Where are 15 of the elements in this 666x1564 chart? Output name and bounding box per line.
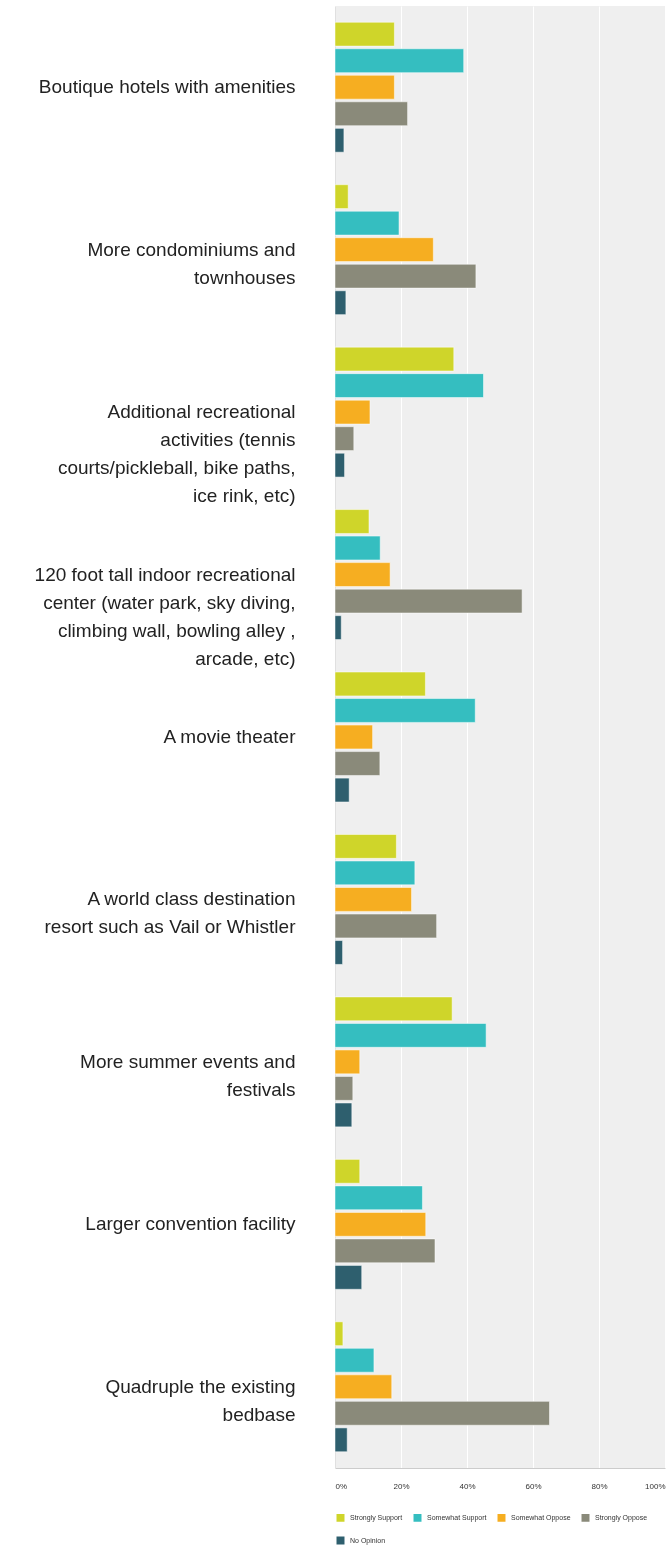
y-tick-label: 120 foot tall indoor recreational center (water park, sky diving, climbing wall, bowling alley , arcade, etc): [34, 563, 296, 669]
y-tick-label: Boutique hotels with amenities: [38, 76, 296, 98]
y-tick-label: Quadruple the existing bedbase: [105, 1375, 296, 1425]
x-tick-label: 80%: [591, 1481, 608, 1491]
y-tick-label: A movie theater: [163, 726, 297, 747]
y-tick-label: More summer events and festivals: [80, 1050, 296, 1100]
x-tick-label: 100%: [645, 1481, 666, 1491]
x-tick-label: 20%: [393, 1481, 410, 1491]
y-tick-label: A world class destination resort such as Vail or Whistler: [44, 888, 297, 938]
y-tick-label: More condominiums and townhouses: [87, 238, 296, 288]
x-tick-label: 60%: [525, 1481, 542, 1491]
x-tick-label: 40%: [459, 1481, 476, 1491]
x-tick-label: 0%: [335, 1481, 348, 1491]
y-tick-label: Larger convention facility: [85, 1213, 296, 1235]
y-tick-label: Additional recreational activities (tennis courts/pickleball, bike paths, ice rink, etc): [57, 401, 296, 507]
